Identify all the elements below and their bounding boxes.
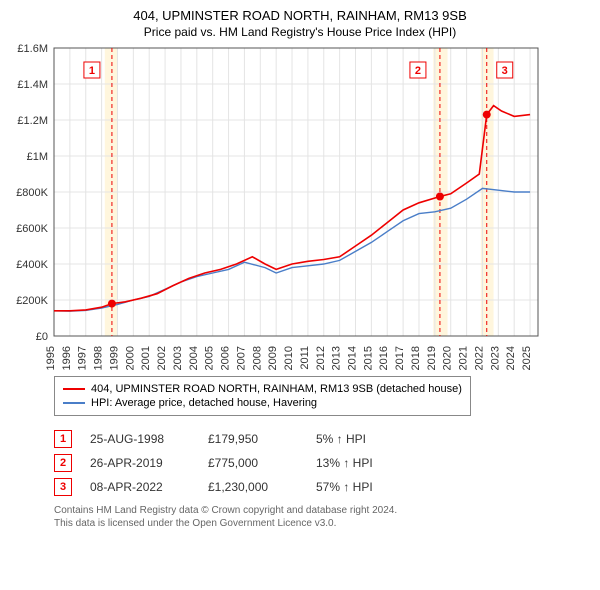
x-tick-label: 2010: [283, 346, 295, 370]
y-tick-label: £1M: [27, 151, 48, 163]
x-tick-label: 1995: [45, 346, 57, 370]
x-tick-label: 2013: [331, 346, 343, 370]
x-tick-label: 1998: [93, 346, 105, 370]
x-tick-label: 2006: [220, 346, 232, 370]
y-tick-label: £1.6M: [17, 43, 48, 55]
event-price: £1,230,000: [208, 480, 298, 494]
y-tick-label: £600K: [16, 223, 48, 235]
chart-title-block: 404, UPMINSTER ROAD NORTH, RAINHAM, RM13…: [8, 8, 592, 40]
y-tick-label: £1.2M: [17, 115, 48, 127]
y-tick-label: £0: [36, 331, 48, 343]
x-tick-label: 2020: [442, 346, 454, 370]
event-row: 3 08-APR-2022 £1,230,000 57% ↑ HPI: [54, 478, 592, 496]
legend-label: 404, UPMINSTER ROAD NORTH, RAINHAM, RM13…: [91, 383, 462, 395]
event-table: 1 25-AUG-1998 £179,950 5% ↑ HPI 2 26-APR-2019…: [54, 430, 592, 496]
event-price: £775,000: [208, 456, 298, 470]
x-tick-label: 2025: [521, 346, 533, 370]
title-line2: Price paid vs. HM Land Registry's House …: [8, 25, 592, 41]
y-tick-label: £400K: [16, 259, 48, 271]
x-tick-label: 2001: [140, 346, 152, 370]
event-pct: 57% ↑ HPI: [316, 480, 426, 494]
x-tick-label: 2018: [410, 346, 422, 370]
x-tick-label: 2014: [347, 346, 359, 370]
x-tick-label: 1997: [77, 346, 89, 370]
y-tick-label: £200K: [16, 295, 48, 307]
x-tick-label: 2009: [267, 346, 279, 370]
disclaimer-line1: Contains HM Land Registry data © Crown c…: [54, 504, 592, 517]
x-tick-label: 2019: [426, 346, 438, 370]
legend-item: HPI: Average price, detached house, Have…: [63, 397, 462, 409]
marker-dot: [108, 300, 116, 308]
x-tick-label: 2005: [204, 346, 216, 370]
legend-label: HPI: Average price, detached house, Have…: [91, 397, 317, 409]
x-tick-label: 2003: [172, 346, 184, 370]
event-date: 26-APR-2019: [90, 456, 190, 470]
event-marker-box: 3: [54, 478, 72, 496]
event-marker-box: 2: [54, 454, 72, 472]
x-tick-label: 2012: [315, 346, 327, 370]
x-tick-label: 2022: [473, 346, 485, 370]
x-tick-label: 1999: [108, 346, 120, 370]
title-line1: 404, UPMINSTER ROAD NORTH, RAINHAM, RM13…: [8, 8, 592, 25]
legend: 404, UPMINSTER ROAD NORTH, RAINHAM, RM13…: [54, 376, 471, 416]
x-tick-label: 2011: [299, 346, 311, 370]
event-pct: 13% ↑ HPI: [316, 456, 426, 470]
y-tick-label: £1.4M: [17, 79, 48, 91]
marker-label: 2: [415, 65, 421, 77]
x-tick-label: 2017: [394, 346, 406, 370]
marker-label: 3: [502, 65, 508, 77]
event-date: 08-APR-2022: [90, 480, 190, 494]
x-tick-label: 2023: [489, 346, 501, 370]
chart-container: £0 £200K £400K £600K £800K £1M £1.2M £1.4M £1.6M…: [8, 40, 592, 370]
x-tick-label: 2000: [124, 346, 136, 370]
x-tick-label: 2007: [235, 346, 247, 370]
legend-swatch: [63, 402, 85, 404]
event-date: 25-AUG-1998: [90, 432, 190, 446]
marker-dot: [436, 193, 444, 201]
legend-item: 404, UPMINSTER ROAD NORTH, RAINHAM, RM13…: [63, 383, 462, 395]
x-tick-label: 2008: [251, 346, 263, 370]
disclaimer: Contains HM Land Registry data © Crown c…: [54, 504, 592, 530]
disclaimer-line2: This data is licensed under the Open Gov…: [54, 517, 592, 530]
line-chart: £0 £200K £400K £600K £800K £1M £1.2M £1.4M £1.6M…: [8, 40, 548, 370]
marker-dot: [483, 111, 491, 119]
event-pct: 5% ↑ HPI: [316, 432, 426, 446]
x-tick-label: 2004: [188, 346, 200, 370]
x-tick-label: 2024: [505, 346, 517, 370]
event-price: £179,950: [208, 432, 298, 446]
y-tick-label: £800K: [16, 187, 48, 199]
event-row: 1 25-AUG-1998 £179,950 5% ↑ HPI: [54, 430, 592, 448]
event-marker-box: 1: [54, 430, 72, 448]
x-tick-label: 2016: [378, 346, 390, 370]
event-row: 2 26-APR-2019 £775,000 13% ↑ HPI: [54, 454, 592, 472]
marker-label: 1: [89, 65, 95, 77]
x-tick-label: 1996: [61, 346, 73, 370]
x-tick-label: 2015: [362, 346, 374, 370]
legend-swatch: [63, 388, 85, 390]
x-tick-label: 2002: [156, 346, 168, 370]
x-tick-label: 2021: [458, 346, 470, 370]
